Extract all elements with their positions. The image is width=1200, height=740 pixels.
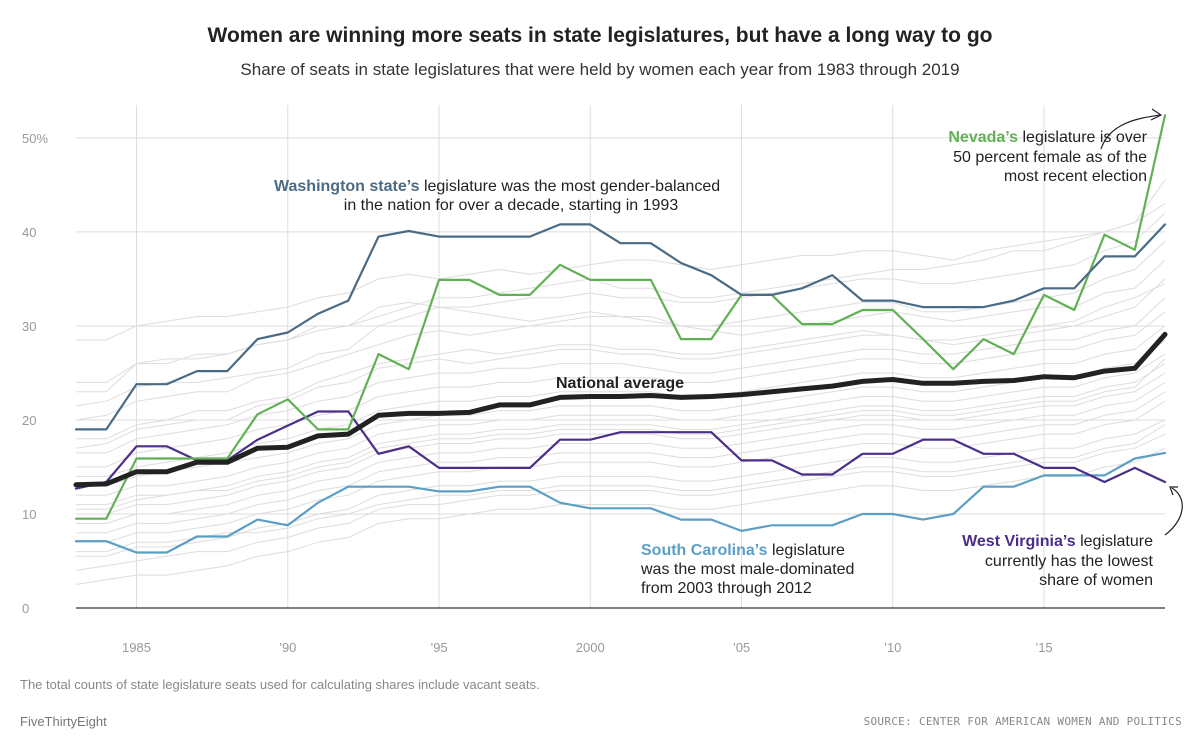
south-carolina-annotation-line2: was the most male-dominated: [640, 561, 854, 578]
background-state-line: [76, 381, 1166, 524]
chart-subtitle: Share of seats in state legislatures tha…: [240, 60, 960, 79]
west-virginia-arrowhead: [1169, 486, 1178, 496]
south-carolina-series-line: [74, 451, 1167, 554]
background-state-line: [76, 325, 1166, 477]
west-virginia-annotation-rest: legislature: [1076, 533, 1153, 550]
nevada-annotation-line3: most recent election: [1004, 168, 1147, 185]
y-tick-label: 40: [22, 225, 36, 240]
background-state-line: [76, 240, 1166, 383]
washington-annotation-bold: Washington state’s: [274, 178, 420, 195]
brand-label: FiveThirtyEight: [20, 714, 107, 729]
background-state-line: [76, 353, 1166, 496]
nevada-arrowhead: [1150, 108, 1163, 121]
highlighted-series: [73, 114, 1168, 554]
national-average-label: National average: [556, 375, 684, 392]
y-tick-label: 0: [22, 601, 29, 616]
y-tick-label: 10: [22, 507, 36, 522]
south-carolina-annotation-line3: from 2003 through 2012: [641, 580, 812, 597]
national-series-line: [73, 331, 1168, 488]
west-virginia-annotation-bold: West Virginia’s: [962, 533, 1076, 550]
nevada-annotation-rest: legislature is over: [1018, 129, 1148, 146]
background-state-line: [75, 433, 1166, 571]
washington-annotation-rest: legislature was the most gender-balanced: [420, 178, 721, 195]
washington-annotation-line2: in the nation for over a decade, startin…: [344, 197, 679, 214]
background-state-line: [76, 203, 1166, 341]
nevada-annotation-line2: 50 percent female as of the: [953, 149, 1147, 166]
x-tick-label: ’10: [884, 640, 901, 655]
background-state-line: [75, 259, 1166, 421]
west-virginia-annotation-line2: currently has the lowest: [985, 553, 1154, 570]
x-tick-label: 1985: [122, 640, 151, 655]
background-state-line: [76, 372, 1166, 515]
y-tick-label: 30: [22, 319, 36, 334]
tick-labels: 0 10 20 30 40 50% 1985 ’90 ’95 2000 ’05 ’10 ’15: [22, 131, 1053, 655]
background-state-line: [76, 391, 1166, 534]
background-state-line: [75, 283, 1166, 449]
x-tick-label: ’05: [733, 640, 750, 655]
x-tick-label: 2000: [576, 640, 605, 655]
west-virginia-arrow: [1164, 487, 1183, 536]
y-tick-label: 50%: [22, 131, 48, 146]
south-carolina-annotation-bold: South Carolina’s: [641, 542, 768, 559]
nevada-annotation-bold: Nevada’s: [948, 129, 1018, 146]
background-state-line: [76, 311, 1166, 468]
background-state-line: [76, 363, 1166, 506]
x-tick-label: ’95: [430, 640, 447, 655]
chart-title: Women are winning more seats in state le…: [207, 24, 993, 47]
west-virginia-annotation-line3: share of women: [1039, 572, 1153, 589]
footnote: The total counts of state legislature se…: [20, 677, 540, 692]
nevada-series-line: [74, 114, 1167, 520]
source-label: SOURCE: CENTER FOR AMERICAN WOMEN AND PO…: [863, 715, 1182, 728]
washington-annotation-line1: Washington state’s legislature was the m…: [274, 178, 720, 195]
x-tick-label: ’90: [279, 640, 296, 655]
nevada-annotation-line1: Nevada’s legislature is over: [948, 129, 1147, 146]
background-state-line: [76, 424, 1166, 553]
west-virginia-annotation-line1: West Virginia’s legislature: [962, 533, 1153, 550]
background-state-line: [75, 212, 1166, 407]
background-state-line: [76, 339, 1166, 487]
south-carolina-annotation-rest: legislature: [768, 542, 845, 559]
nevada-arrow: [1100, 114, 1161, 150]
y-tick-label: 20: [22, 413, 36, 428]
background-state-line: [76, 358, 1166, 510]
washington-series-line: [74, 223, 1167, 431]
west-virginia-series-line: [74, 410, 1167, 490]
background-state-line: [76, 419, 1166, 557]
background-state-lines: [75, 179, 1166, 585]
x-tick-label: ’15: [1035, 640, 1052, 655]
south-carolina-annotation-line1: South Carolina’s legislature: [641, 542, 845, 559]
background-state-line: [76, 400, 1166, 543]
